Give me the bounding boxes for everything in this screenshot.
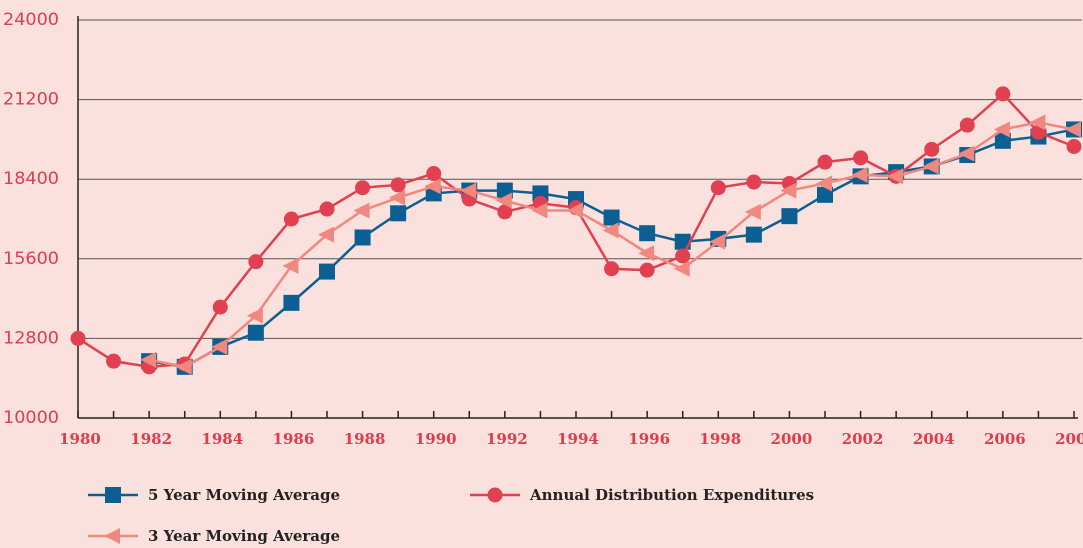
marker bbox=[675, 248, 691, 264]
marker bbox=[426, 166, 442, 182]
marker bbox=[603, 209, 620, 226]
marker bbox=[1029, 114, 1046, 131]
legend-item: 5 Year Moving Average bbox=[88, 486, 340, 504]
x-tick-label: 2008 bbox=[1055, 430, 1083, 448]
marker bbox=[817, 154, 833, 170]
marker bbox=[105, 487, 121, 503]
legend-label: 5 Year Moving Average bbox=[148, 486, 340, 504]
x-tick-label: 1988 bbox=[344, 430, 386, 448]
marker bbox=[70, 330, 86, 346]
marker bbox=[390, 205, 407, 222]
x-tick-label: 1992 bbox=[486, 430, 528, 448]
marker bbox=[639, 225, 656, 242]
marker bbox=[602, 222, 619, 239]
x-tick-label: 2006 bbox=[984, 430, 1026, 448]
marker bbox=[424, 178, 441, 195]
marker bbox=[922, 158, 939, 175]
marker bbox=[460, 182, 477, 199]
marker bbox=[389, 189, 406, 206]
marker bbox=[995, 86, 1011, 102]
marker bbox=[816, 175, 832, 192]
marker bbox=[673, 260, 690, 277]
marker bbox=[319, 201, 335, 217]
x-tick-label: 1982 bbox=[130, 430, 172, 448]
x-tick-label: 1994 bbox=[557, 430, 599, 448]
marker bbox=[959, 117, 975, 133]
marker bbox=[745, 226, 762, 243]
marker bbox=[283, 211, 299, 227]
marker bbox=[212, 299, 228, 315]
marker bbox=[487, 487, 503, 503]
marker bbox=[104, 528, 120, 544]
legend-label: Annual Distribution Expenditures bbox=[529, 486, 814, 504]
marker bbox=[710, 180, 726, 196]
marker bbox=[780, 182, 797, 199]
legend-label: 3 Year Moving Average bbox=[148, 527, 340, 545]
marker bbox=[283, 294, 300, 311]
marker bbox=[746, 174, 762, 190]
marker bbox=[638, 245, 655, 262]
marker bbox=[958, 145, 975, 162]
x-tick-label: 1990 bbox=[415, 430, 457, 448]
x-tick-label: 2004 bbox=[913, 430, 955, 448]
marker bbox=[211, 338, 228, 355]
marker bbox=[390, 177, 406, 193]
marker bbox=[318, 226, 334, 243]
y-tick-label: 15600 bbox=[3, 249, 59, 269]
y-tick-label: 24000 bbox=[3, 10, 59, 30]
marker bbox=[1066, 139, 1082, 155]
marker bbox=[355, 180, 371, 196]
marker bbox=[817, 186, 833, 203]
marker bbox=[993, 121, 1010, 138]
x-tick-label: 1986 bbox=[273, 430, 315, 448]
marker bbox=[531, 202, 548, 219]
x-tick-label: 1998 bbox=[699, 430, 741, 448]
y-tick-label: 21200 bbox=[3, 90, 59, 110]
marker bbox=[354, 229, 371, 246]
marker bbox=[853, 150, 869, 166]
y-tick-label: 18400 bbox=[3, 169, 59, 189]
y-tick-label: 10000 bbox=[3, 408, 59, 428]
legend-item: Annual Distribution Expenditures bbox=[470, 486, 814, 504]
y-tick-label: 12800 bbox=[3, 328, 59, 348]
marker bbox=[744, 203, 761, 220]
x-tick-label: 2000 bbox=[771, 430, 813, 448]
marker bbox=[282, 257, 299, 274]
marker bbox=[495, 192, 512, 209]
marker bbox=[887, 168, 904, 185]
marker bbox=[497, 204, 513, 220]
marker bbox=[639, 262, 655, 278]
series-line bbox=[77, 92, 1075, 369]
x-tick-label: 1984 bbox=[201, 430, 243, 448]
marker bbox=[604, 261, 620, 277]
marker bbox=[246, 307, 263, 324]
marker bbox=[709, 233, 726, 250]
marker bbox=[106, 353, 122, 369]
marker bbox=[994, 132, 1011, 149]
marker bbox=[924, 141, 940, 157]
marker bbox=[175, 358, 192, 375]
x-tick-label: 1996 bbox=[628, 430, 670, 448]
marker bbox=[319, 263, 335, 280]
marker bbox=[353, 202, 370, 219]
marker bbox=[248, 254, 264, 270]
legend-item: 3 Year Moving Average bbox=[88, 527, 340, 545]
marker bbox=[781, 208, 798, 225]
marker bbox=[140, 351, 157, 368]
marker bbox=[247, 324, 264, 341]
marker bbox=[567, 202, 583, 219]
x-tick-label: 1980 bbox=[59, 430, 101, 448]
x-tick-label: 2002 bbox=[842, 430, 884, 448]
marker bbox=[1065, 121, 1081, 138]
marker bbox=[851, 166, 868, 183]
